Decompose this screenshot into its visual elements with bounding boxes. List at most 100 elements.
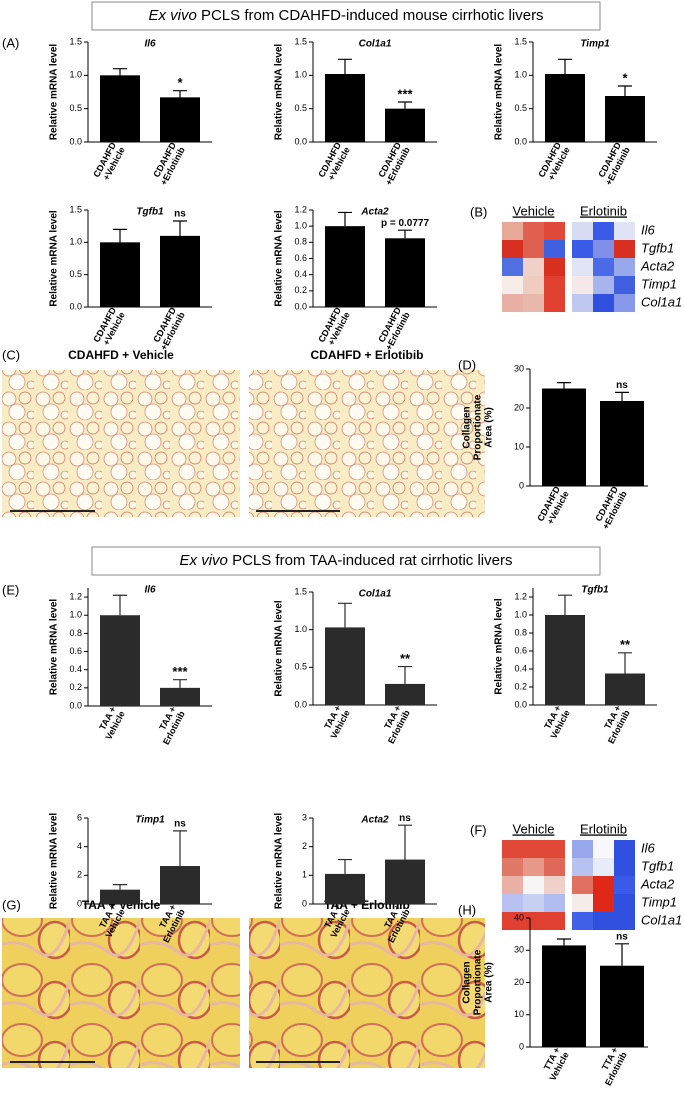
heatmap-cell [523,876,544,894]
y-tick-label: 10 [514,441,524,451]
header-box [91,546,601,576]
y-tick-label: 0.0 [514,136,527,146]
heatmap-cell [614,858,635,876]
bar [605,673,645,705]
heatmap-cell [572,294,593,312]
y-axis-label: Relative mRNA level [49,210,60,307]
heatmap-cell [614,894,635,912]
micrograph-title: CDAHFD + Erlotibib [311,348,424,362]
significance-label: ns [174,819,186,830]
x-tick-label: CDAHFD+Vehicle [536,140,571,182]
y-tick-label: 0.2 [514,681,527,691]
x-tick-label: TAA +Erlotinib [602,704,632,746]
bar [325,226,365,307]
section-header: Ex vivo PCLS from CDAHFD-induced mouse c… [148,7,543,24]
x-tick-label: CDAHFD+Erlotinib [151,140,187,187]
heatmap-cell [523,240,544,258]
y-tick-label: 0.0 [69,700,82,710]
heatmap-cell [544,894,565,912]
error-bar [558,594,572,615]
error-bar [618,652,632,674]
header-box [91,1,601,31]
significance-label: p = 0.0777 [381,218,430,229]
heatmap-cell [614,294,635,312]
bar [600,400,644,486]
y-tick-label: 20 [514,402,524,412]
error-bar [338,58,352,74]
significance-label: *** [172,664,188,679]
heatmap-cell [614,258,635,276]
significance-label: ** [620,637,631,652]
heatmap-cell [614,876,635,894]
significance-label: ** [400,651,411,666]
y-axis-label: Relative mRNA level [494,598,505,695]
y-axis-label-line: Area (%) [484,962,495,1003]
heatmap-cell [502,876,523,894]
y-tick-label: 0.8 [514,627,527,637]
heatmap-cell [523,858,544,876]
x-tick-label: TTA +Vehicle [542,1046,571,1083]
y-tick-label: 4 [77,841,82,851]
bar [545,74,585,142]
y-tick-label: 0.0 [294,699,307,709]
chart-title: Il6 [144,585,156,596]
heatmap-row-label: Tgfb1 [641,240,674,255]
heatmap-cell [614,240,635,258]
heatmap-cell [502,912,523,930]
y-tick-label: 40 [514,912,524,922]
y-axis-label: Relative mRNA level [49,813,60,910]
y-axis-label-line: Relative mRNA level [494,598,505,695]
x-tick-label: CDAHFD+Erlotinib [376,305,412,352]
heatmap-cell [593,894,614,912]
y-tick-label: 1 [302,870,307,880]
y-axis-label-line: Relative mRNA level [49,44,60,141]
y-axis-label: Relative mRNA level [49,599,60,696]
y-tick-label: 0.0 [294,301,307,311]
heatmap-cell [544,276,565,294]
x-tick-label: CDAHFD+Vehicle [91,140,126,182]
heatmap-cell [593,840,614,858]
heatmap-cell [502,240,523,258]
y-tick-label: 1.0 [514,609,527,619]
y-tick-label: 1.5 [69,204,82,214]
heatmap-cell [593,858,614,876]
micrograph [249,918,485,1068]
y-tick-label: 1.0 [514,70,527,80]
y-tick-label: 0.2 [69,682,82,692]
error-bar [398,824,412,860]
error-bar [557,938,571,946]
heatmap-cell [523,294,544,312]
y-tick-label: 20 [514,977,524,987]
y-tick-label: 1.2 [69,591,82,601]
heatmap-cell [593,294,614,312]
bar [160,97,200,142]
header-text: PCLS from CDAHFD-induced mouse cirrhotic… [201,7,544,24]
heatmap-cell [572,258,593,276]
section-header: Ex vivo PCLS from TAA-induced rat cirrho… [180,552,513,569]
panel-label: (A) [2,35,19,50]
error-bar [113,68,127,76]
heatmap-cell [502,894,523,912]
y-axis-label-line: Area (%) [484,407,495,448]
x-tick-label: TAA +Erlotinib [157,705,187,747]
header-italic: Ex vivo [148,7,196,24]
panel-label: (C) [2,347,20,362]
error-bar [113,884,127,890]
heatmap-cell [502,294,523,312]
y-tick-label: 1.0 [69,610,82,620]
y-tick-label: 0.4 [294,269,307,279]
y-tick-label: 0 [77,898,82,908]
y-tick-label: 0.5 [69,269,82,279]
bar [100,889,140,904]
error-bar [113,594,127,616]
heatmap-cell [502,276,523,294]
y-tick-label: 1.2 [514,591,527,601]
bar [385,108,425,142]
y-tick-label: 1.5 [514,36,527,46]
heatmap-cell [502,222,523,240]
heatmap-cell [523,258,544,276]
bar [160,866,200,904]
y-tick-label: 0.0 [294,136,307,146]
bar [385,859,425,904]
y-tick-label: 1.0 [69,70,82,80]
